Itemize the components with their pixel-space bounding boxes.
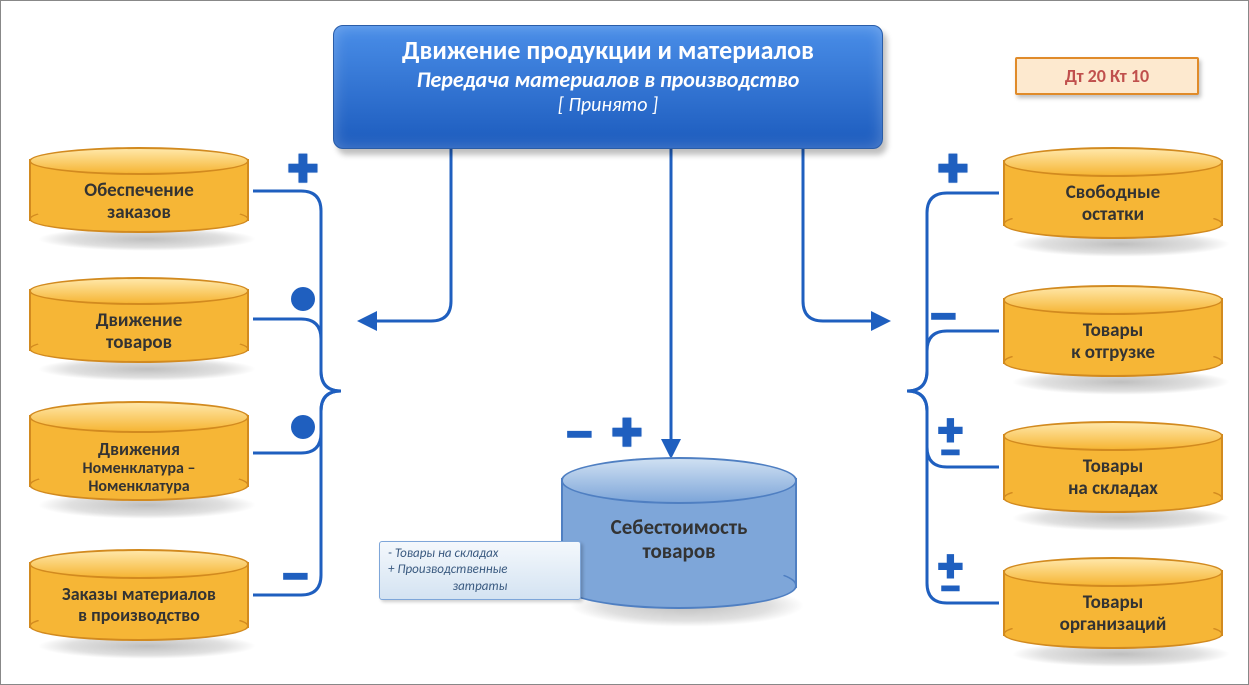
symbol-minus: ━	[284, 561, 302, 595]
cyl-goods-move: Движениетоваров	[29, 277, 249, 363]
note-line3: затраты	[388, 579, 572, 595]
cyl-in-warehouses: Товарына складах	[1003, 421, 1223, 513]
header-box: Движение продукции и материалов Передача…	[333, 25, 883, 149]
cyl-label-in-warehouses: Товарына складах	[1003, 456, 1223, 500]
symbol-plus: ✚	[287, 151, 319, 189]
symbol-minus: ━	[932, 301, 950, 335]
badge-text: Дт 20 Кт 10	[1065, 65, 1149, 87]
cyl-to-ship: Товарык отгрузке	[1003, 285, 1223, 377]
cyl-label-mat-orders: Заказы материаловв производство	[29, 584, 249, 625]
cost-note: - Товары на складах + Производственные з…	[379, 541, 581, 600]
symbol-dot	[291, 415, 315, 439]
header-title: Движение продукции и материалов	[334, 34, 882, 66]
symbol-plus: ✚	[611, 415, 643, 453]
note-line1: - Товары на складах	[388, 546, 572, 562]
cyl-label-nomen-move: ДвиженияНоменклатура –Номенклатура	[29, 439, 249, 496]
symbol-plusminus: ✚━	[937, 421, 964, 462]
diagram-canvas: Движение продукции и материалов Передача…	[0, 0, 1249, 685]
cyl-org-goods: Товарыорганизаций	[1003, 557, 1223, 649]
symbol-dot	[291, 287, 315, 311]
cyl-free-stock: Свободныеостатки	[1003, 147, 1223, 239]
cyl-label-goods-move: Движениетоваров	[29, 310, 249, 354]
note-line2: + Производственные	[388, 562, 572, 578]
cyl-label-to-ship: Товарык отгрузке	[1003, 320, 1223, 364]
cyl-label-order-supply: Обеспечениезаказов	[29, 180, 249, 224]
symbol-plus: ✚	[937, 151, 969, 189]
cyl-order-supply: Обеспечениезаказов	[29, 147, 249, 233]
cyl-label-cost: Себестоимостьтоваров	[561, 515, 797, 563]
header-status: [ Принято ]	[334, 93, 882, 117]
cyl-cost: Себестоимостьтоваров	[561, 457, 797, 609]
symbol-minus: ━	[568, 419, 586, 453]
header-subtitle: Передача материалов в производство	[334, 66, 882, 93]
cyl-label-free-stock: Свободныеостатки	[1003, 182, 1223, 226]
cyl-label-org-goods: Товарыорганизаций	[1003, 592, 1223, 636]
symbol-plusminus: ✚━	[937, 557, 964, 598]
cyl-nomen-move: ДвиженияНоменклатура –Номенклатура	[29, 401, 249, 501]
cyl-mat-orders: Заказы материаловв производство	[29, 549, 249, 641]
accounting-badge: Дт 20 Кт 10	[1015, 57, 1199, 95]
